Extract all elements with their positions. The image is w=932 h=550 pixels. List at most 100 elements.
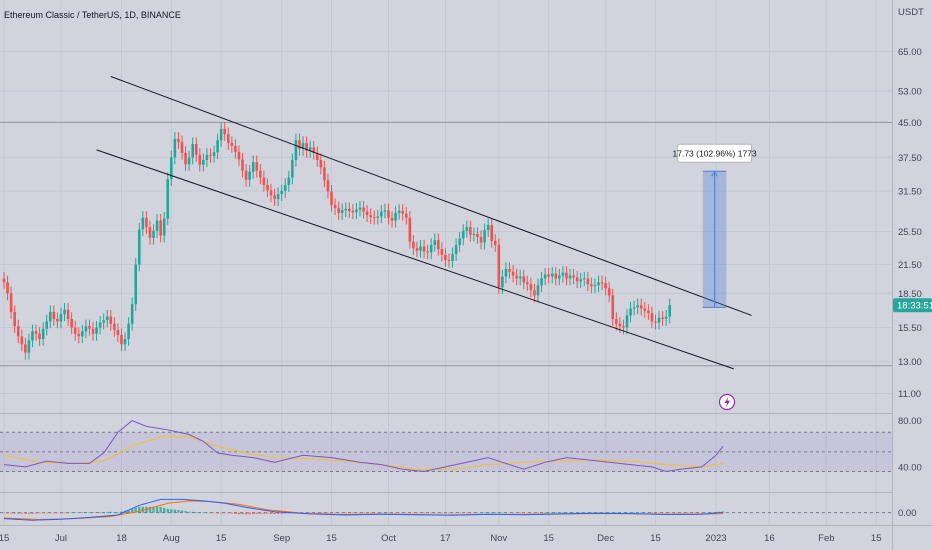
macd-histogram-bar [575,512,579,514]
lightning-icon[interactable] [718,393,736,411]
macd-histogram-bar [59,512,63,514]
macd-histogram-bar [419,512,422,514]
lightning-icon-glyph [724,396,730,408]
macd-histogram-bar [586,512,590,514]
macd-histogram-bar [230,512,234,514]
macd-histogram-bar [259,512,262,514]
candle-body [497,244,501,288]
candle-body [415,248,419,251]
macd-histogram-bar [593,512,597,513]
macd-histogram-bar [212,512,216,514]
candle-body [340,210,344,213]
macd-tick-label: 0.00 [898,508,917,519]
macd-histogram-bar [522,512,525,514]
time-tick-label: Nov [490,533,507,544]
candle-body [476,233,479,237]
candle-body [351,210,355,213]
macd-histogram-bar [664,512,668,514]
macd-histogram-bar [333,512,337,514]
candle-body [226,134,230,144]
macd-histogram-bar [437,512,440,514]
candle-body [529,284,533,291]
candle-body [454,244,458,255]
candle-body [219,128,223,141]
trend-channel[interactable] [96,76,752,370]
macd-histogram-bar [561,512,565,514]
candle-body [607,288,611,296]
macd-histogram-bar [707,512,711,513]
candle-body [70,318,73,328]
macd-histogram-bar [547,512,550,514]
macd-histogram-bar [63,512,66,514]
rsi-band [0,431,892,472]
price-tick-label: 11.00 [898,389,921,400]
candle-body [504,269,508,277]
candle-body [337,208,340,213]
price-axis[interactable]: 11.00 13.00 15.50 18.50 21.50 25.50 31.50 37.50… [898,47,922,519]
candle-body [27,340,31,353]
candle-body [365,211,369,216]
macd-histogram-bar [109,511,112,513]
macd-histogram-bar [20,512,23,514]
macd-histogram-bar [355,512,358,514]
candle-body [437,240,440,250]
candle-body [137,229,141,265]
candle-body [102,320,105,323]
candle-body [20,336,24,345]
measure-arrow-head [711,171,718,177]
time-tick-label: 15 [0,533,9,544]
candle-body [561,272,565,276]
candle-body [657,317,661,323]
candle-body [98,322,102,328]
candle-body [127,323,130,339]
time-tick-label: Sep [273,533,290,544]
candle-body [34,331,38,334]
macd-histogram-bar [41,512,45,514]
candle-body [77,333,81,337]
macd-histogram-bar [469,512,472,514]
price-tick-label: 37.50 [898,153,922,164]
candle-body [109,316,113,324]
macd-histogram-bar [430,512,433,514]
time-tick-label: 17 [440,533,451,544]
candle-body [604,283,607,289]
macd-histogram-bar [219,512,223,514]
macd-histogram-bar [98,512,102,513]
time-axis[interactable]: 15 Jul 18 Aug 15 Sep 15 Oct 17 Nov 15 Dec 15 2023 16 Fe… [0,533,881,544]
candle-body [493,240,497,245]
macd-histogram-bar [611,512,614,514]
macd-histogram-bar [458,512,461,514]
macd-histogram-bar [202,512,205,513]
candle-body [59,314,63,322]
macd-histogram-bar [668,512,671,514]
price-tick-label: 53.00 [898,86,922,97]
candle-body [298,140,301,149]
candle-body [248,171,251,180]
macd-histogram-bar [113,512,116,513]
candle-body [369,215,372,218]
macd-histogram-bar [689,512,693,514]
macd-histogram-bar [476,512,479,514]
macd-histogram-bar [266,512,269,514]
candle-body [664,316,668,319]
candle-body [41,328,45,339]
macd-histogram-bar [17,512,20,514]
candle-body [390,217,394,221]
candle-body [440,249,444,255]
macd-histogram-bar [486,512,490,513]
macd-histogram-bar [551,512,554,514]
measure-tool[interactable]: 17.73 (102.96%) 1773 [673,143,757,308]
macd-histogram-bar [155,506,159,513]
candle-body [209,154,212,156]
macd-histogram-bar [519,512,522,514]
candle-body [130,304,134,324]
macd-histogram-bar [84,512,88,513]
rsi-tick-label: 80.00 [898,416,922,427]
candle-body [344,208,348,211]
macd-histogram-bar [693,512,696,514]
macd-histogram-bar [180,510,184,513]
candle-body [166,179,170,219]
macd-histogram-bar [494,512,497,514]
macd-histogram-bar [323,512,326,514]
